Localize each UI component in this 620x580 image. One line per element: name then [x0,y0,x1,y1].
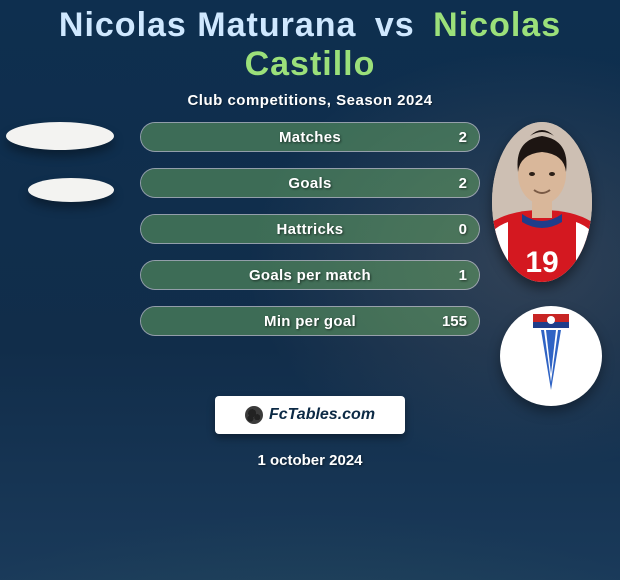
player1-club-placeholder [28,178,114,202]
player1-photo-placeholder [6,122,114,150]
stat-row: Hattricks0 [140,214,480,244]
stat-value-right: 1 [459,261,467,289]
stat-value-right: 2 [459,169,467,197]
page-title: Nicolas Maturana vs Nicolas Castillo [0,0,620,84]
stat-label: Min per goal [141,307,479,335]
stat-value-right: 155 [442,307,467,335]
stat-value-right: 0 [459,215,467,243]
jersey-number: 19 [525,246,558,279]
subtitle: Club competitions, Season 2024 [0,92,620,109]
vs-text: vs [375,6,415,44]
stat-label: Goals [141,169,479,197]
date-text: 1 october 2024 [0,452,620,469]
brand-badge: FcTables.com [215,396,405,434]
stats-container: Matches2Goals2Hattricks0Goals per match1… [140,122,480,352]
stat-label: Goals per match [141,261,479,289]
player2-club-badge [500,306,602,406]
stat-row: Matches2 [140,122,480,152]
player2-photo: 19 [492,122,592,282]
ball-icon [245,406,263,424]
brand-text: FcTables.com [269,406,375,424]
player1-name: Nicolas Maturana [59,6,357,44]
stat-label: Matches [141,123,479,151]
stat-label: Hattricks [141,215,479,243]
stat-row: Goals2 [140,168,480,198]
stat-value-right: 2 [459,123,467,151]
stat-row: Goals per match1 [140,260,480,290]
stat-row: Min per goal155 [140,306,480,336]
